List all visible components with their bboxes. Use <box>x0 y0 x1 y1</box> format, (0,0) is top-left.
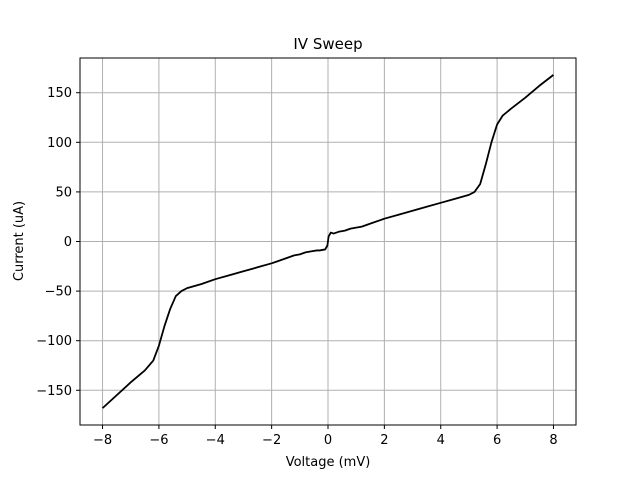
iv-curve-line <box>101 74 555 409</box>
x-tick-label: 6 <box>493 433 501 448</box>
series-layer <box>101 74 555 409</box>
x-tick-label: 0 <box>324 433 332 448</box>
y-axis-label: Current (uA) <box>12 201 27 281</box>
y-tick-label: −150 <box>36 384 72 399</box>
x-tick-label: 8 <box>549 433 557 448</box>
x-tick-label: −4 <box>206 433 225 448</box>
y-tick-label: 100 <box>47 136 72 151</box>
y-tick-label: 0 <box>64 235 72 250</box>
x-tick-label: −6 <box>149 433 168 448</box>
y-tick-label: 150 <box>47 86 72 101</box>
x-axis-label: Voltage (mV) <box>286 455 371 470</box>
y-tick-label: −50 <box>45 285 72 300</box>
x-tick-label: −8 <box>93 433 112 448</box>
y-tick-label: 50 <box>55 185 72 200</box>
x-tick-label: 2 <box>380 433 388 448</box>
axis-ticks: −8 −6 −4 −2 0 2 4 6 8 −150 −100 −50 0 50 100 150 <box>36 86 557 448</box>
y-tick-label: −100 <box>36 334 72 349</box>
x-tick-label: 4 <box>437 433 445 448</box>
x-tick-label: −2 <box>262 433 281 448</box>
chart-title: IV Sweep <box>293 35 362 53</box>
